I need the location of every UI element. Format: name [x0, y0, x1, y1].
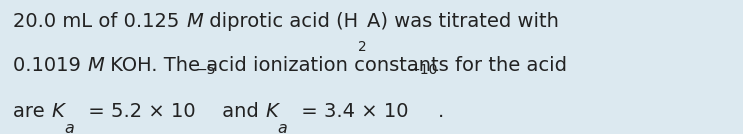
Text: 20.0 mL of 0.125: 20.0 mL of 0.125	[13, 12, 186, 31]
Text: are: are	[13, 102, 51, 121]
Text: −5: −5	[195, 63, 216, 77]
Text: = 3.4 × 10: = 3.4 × 10	[296, 102, 409, 121]
Text: M: M	[88, 56, 104, 75]
Text: 0.1019: 0.1019	[13, 56, 88, 75]
Text: = 5.2 × 10: = 5.2 × 10	[82, 102, 195, 121]
Text: diprotic acid (H: diprotic acid (H	[203, 12, 358, 31]
Text: K: K	[265, 102, 278, 121]
Text: −10: −10	[409, 63, 438, 77]
Text: .: .	[438, 102, 444, 121]
Text: a: a	[64, 121, 74, 134]
Text: and: and	[216, 102, 265, 121]
Text: KOH. The acid ionization constants for the acid: KOH. The acid ionization constants for t…	[104, 56, 568, 75]
Text: M: M	[186, 12, 203, 31]
Text: A) was titrated with: A) was titrated with	[366, 12, 559, 31]
Text: K: K	[51, 102, 64, 121]
Text: 2: 2	[358, 40, 366, 54]
Text: a: a	[278, 121, 288, 134]
